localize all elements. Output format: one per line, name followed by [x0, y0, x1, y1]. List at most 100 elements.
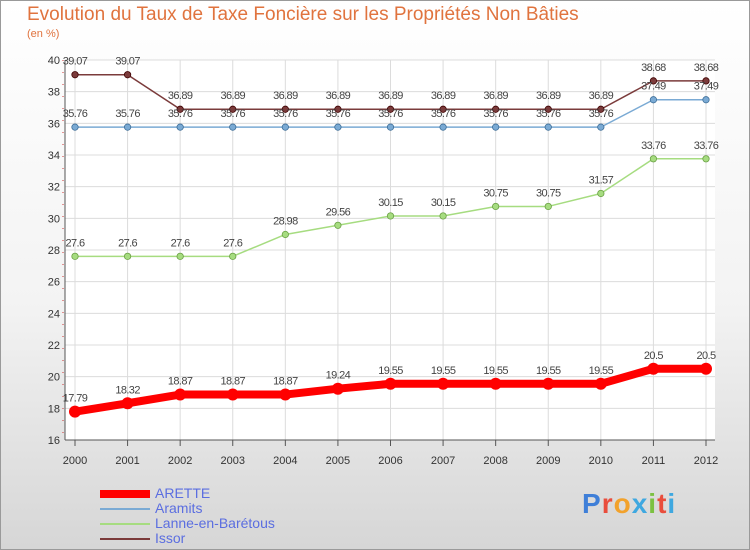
- logo-letter: r: [601, 488, 614, 519]
- proxiti-logo: Proxiti: [582, 488, 676, 520]
- data-point-arette: [174, 388, 187, 401]
- data-label-issor: 36.89: [378, 90, 403, 102]
- data-point-lanne-en-baretous: [492, 202, 500, 211]
- data-label-issor: 36.89: [589, 90, 614, 102]
- data-label-lanne-en-baretous: 31.57: [589, 174, 614, 186]
- data-label-aramits: 35.76: [63, 108, 88, 120]
- legend-swatch: [100, 523, 150, 525]
- y-tick-label: 34: [48, 150, 60, 162]
- legend-swatch: [100, 538, 150, 540]
- legend-label: ARETTE: [155, 485, 211, 501]
- logo-letter: i: [667, 488, 677, 519]
- legend-label: Aramits: [155, 500, 203, 516]
- data-point-lanne-en-baretous: [334, 221, 342, 229]
- x-tick-label: 2007: [431, 455, 455, 467]
- data-point-aramits: [386, 123, 395, 131]
- data-point-arette: [594, 377, 607, 390]
- y-tick-label: 18: [48, 403, 60, 415]
- data-point-arette: [542, 377, 555, 390]
- data-point-aramits: [281, 123, 289, 131]
- data-point-issor: [71, 71, 79, 79]
- data-point-issor: [281, 105, 289, 113]
- data-label-arette: 19.24: [326, 370, 351, 382]
- data-point-arette: [226, 388, 239, 401]
- legend-label: Lanne-en-Barétous: [155, 515, 275, 531]
- data-label-lanne-en-baretous: 28.98: [273, 215, 298, 227]
- data-point-arette: [437, 377, 450, 390]
- data-point-aramits: [597, 123, 605, 131]
- x-tick-label: 2011: [642, 455, 666, 467]
- data-label-arette: 19.55: [483, 365, 508, 377]
- data-point-issor: [386, 105, 395, 113]
- data-point-issor: [439, 105, 447, 113]
- data-point-issor: [702, 77, 710, 85]
- x-tick-label: 2002: [168, 455, 192, 467]
- data-point-aramits: [649, 96, 658, 104]
- data-label-lanne-en-baretous: 30.75: [483, 187, 508, 199]
- data-point-aramits: [702, 96, 710, 104]
- data-label-issor: 36.89: [168, 90, 193, 102]
- data-label-issor: 36.89: [536, 90, 561, 102]
- data-point-lanne-en-baretous: [71, 252, 79, 260]
- y-tick-label: 26: [48, 277, 60, 289]
- data-point-issor: [544, 105, 552, 113]
- data-point-arette: [647, 362, 660, 375]
- data-point-arette: [489, 377, 502, 390]
- y-tick-label: 16: [48, 435, 60, 447]
- x-tick-label: 2000: [63, 455, 87, 467]
- data-label-aramits: 35.76: [115, 108, 140, 120]
- y-tick-label: 40: [48, 55, 60, 67]
- data-label-issor: 39.07: [63, 56, 88, 68]
- data-label-lanne-en-baretous: 30.15: [431, 197, 456, 209]
- y-tick-label: 28: [48, 245, 60, 257]
- data-point-issor: [123, 71, 132, 79]
- data-point-issor: [334, 105, 342, 113]
- x-tick-label: 2009: [536, 455, 560, 467]
- data-point-lanne-en-baretous: [123, 252, 132, 260]
- data-label-issor: 36.89: [431, 90, 456, 102]
- data-label-lanne-en-baretous: 27.6: [171, 237, 190, 249]
- data-point-arette: [121, 397, 134, 410]
- data-point-arette: [700, 362, 712, 375]
- data-label-lanne-en-baretous: 27.6: [223, 237, 242, 249]
- data-label-aramits: 35.76: [168, 108, 193, 120]
- data-label-lanne-en-baretous: 27.6: [65, 237, 84, 249]
- data-label-aramits: 35.76: [378, 108, 403, 120]
- data-label-aramits: 35.76: [431, 108, 456, 120]
- data-label-aramits: 35.76: [220, 108, 245, 120]
- data-point-lanne-en-baretous: [649, 155, 658, 163]
- data-point-aramits: [176, 123, 184, 131]
- x-tick-label: 2010: [589, 455, 613, 467]
- data-label-issor: 36.89: [220, 90, 245, 102]
- chart-title: Evolution du Taux de Taxe Foncière sur l…: [27, 4, 579, 25]
- data-label-issor: 36.89: [483, 90, 508, 102]
- data-label-aramits: 35.76: [589, 108, 614, 120]
- data-point-aramits: [71, 123, 79, 131]
- data-point-lanne-en-baretous: [386, 212, 395, 220]
- y-tick-label: 38: [48, 87, 60, 99]
- data-point-issor: [597, 105, 605, 113]
- y-tick-label: 30: [48, 213, 60, 225]
- data-label-arette: 18.87: [273, 376, 298, 388]
- data-label-arette: 18.32: [115, 384, 140, 396]
- logo-letter: x: [631, 488, 649, 519]
- data-point-arette: [69, 405, 81, 418]
- logo-letter: t: [657, 488, 668, 519]
- data-label-arette: 19.55: [431, 365, 456, 377]
- chart-unit-label: (en %): [27, 28, 60, 40]
- data-point-aramits: [439, 123, 447, 131]
- data-label-arette: 18.87: [168, 376, 193, 388]
- y-tick-label: 20: [48, 372, 60, 384]
- data-label-issor: 38.68: [641, 62, 666, 74]
- x-tick-label: 2003: [221, 455, 245, 467]
- legend-swatch: [100, 508, 150, 510]
- data-label-issor: 36.89: [273, 90, 298, 102]
- data-label-lanne-en-baretous: 33.76: [694, 140, 719, 152]
- data-label-issor: 38.68: [694, 62, 719, 74]
- data-point-lanne-en-baretous: [544, 202, 552, 211]
- data-point-aramits: [492, 123, 500, 131]
- data-point-issor: [176, 105, 184, 113]
- data-label-lanne-en-baretous: 30.15: [378, 197, 403, 209]
- data-point-aramits: [229, 123, 237, 131]
